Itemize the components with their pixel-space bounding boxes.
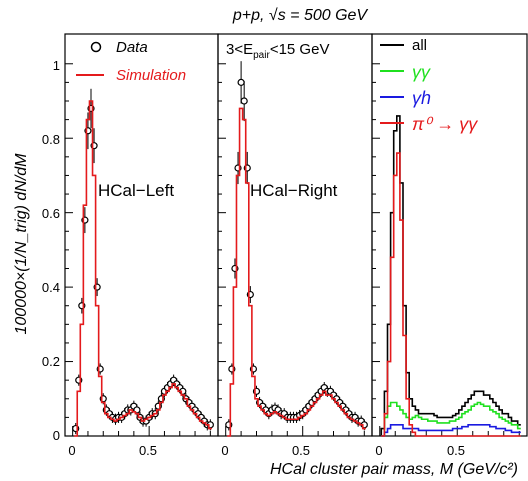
y-tick-label: 0.8 — [42, 132, 60, 147]
data-point — [237, 78, 245, 86]
y-axis-title: 100000×(1/N_trig) dN/dM — [13, 153, 30, 335]
x-tick-label: 0.5 — [447, 443, 465, 458]
y-tick-label: 0 — [53, 428, 60, 443]
panel-frame-left — [64, 33, 219, 437]
energy-cut-lt2: < — [270, 41, 279, 58]
y-tick-label: 0.4 — [42, 280, 60, 295]
panel-components-plot — [372, 63, 521, 437]
legend-data-marker — [90, 41, 102, 53]
figure-title: p+p, √s = 500 GeV — [232, 7, 369, 24]
panel-frame-components — [371, 33, 528, 437]
x-tick-label: 0 — [375, 443, 382, 458]
x-tick-label: 0.5 — [292, 443, 310, 458]
legend-all-label: all — [412, 37, 427, 54]
legend-data-label: Data — [116, 39, 148, 56]
legend-panel-left: Data Simulation — [76, 39, 186, 84]
x-tick-labels: 0 0.5 0 0.5 0 0.5 — [68, 443, 465, 458]
x-tick-label: 0.5 — [139, 443, 157, 458]
panel-label-hcal-right: HCal−Right — [250, 181, 338, 200]
x-tick-label: 0 — [221, 443, 228, 458]
data-point — [240, 97, 248, 105]
legend-simulation-label: Simulation — [116, 67, 186, 84]
panel-hcal-right-plot — [218, 61, 368, 437]
x-tick-label: 0 — [68, 443, 75, 458]
x-axis-title: HCal cluster pair mass, M (GeV/c²) — [270, 461, 518, 478]
panel-label-hcal-left: HCal−Left — [98, 181, 174, 200]
panel-hcal-left-plot — [65, 63, 214, 437]
series-line — [381, 152, 521, 437]
y-tick-label: 1 — [53, 58, 60, 73]
legend-gg-label: γγ — [412, 62, 431, 82]
legend-pi0-label: π⁰ → γγ — [412, 114, 478, 134]
legend-panel-components: all γγ γh π⁰ → γγ — [380, 37, 478, 134]
energy-cut-label: 3<Epair<15 GeV — [226, 41, 329, 61]
legend-gh-label: γh — [412, 88, 431, 108]
energy-cut-low: 3 — [226, 41, 234, 58]
y-tick-label: 0.2 — [42, 354, 60, 369]
energy-cut-high: 15 GeV — [279, 41, 330, 58]
energy-cut-lt: < — [234, 41, 243, 58]
energy-cut-sub: pair — [253, 50, 270, 61]
y-tick-label: 0.6 — [42, 206, 60, 221]
series-line — [227, 107, 366, 437]
series-line — [74, 100, 212, 437]
series-line — [381, 424, 521, 437]
series-line — [381, 401, 521, 437]
energy-cut-var: E — [243, 41, 253, 58]
y-tick-labels: 0 0.2 0.4 0.6 0.8 1 — [42, 58, 60, 443]
